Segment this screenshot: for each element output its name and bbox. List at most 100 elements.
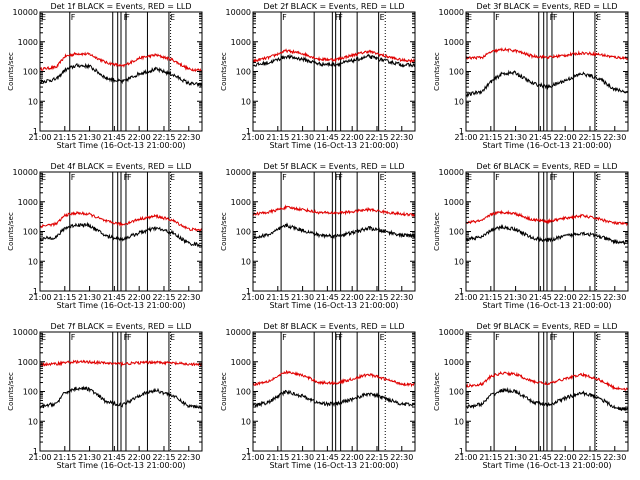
y-axis-label: Counts/sec <box>7 52 15 91</box>
x-tick-label: 21:30 <box>291 453 314 462</box>
x-tick-label: 22:30 <box>603 453 626 462</box>
marker-label: E <box>467 13 472 22</box>
x-tick-label: 21:30 <box>291 293 314 302</box>
marker-label: F <box>124 333 129 342</box>
lld-series-line <box>39 359 203 368</box>
y-tick-label: 100 <box>449 68 464 77</box>
marker-label: F <box>553 13 558 22</box>
y-tick-label: 1000 <box>18 198 38 207</box>
x-tick-label: 22:00 <box>128 133 151 142</box>
x-tick-label: 21:00 <box>241 453 264 462</box>
marker-label: F <box>71 13 76 22</box>
x-tick-label: 22:15 <box>152 293 175 302</box>
lld-series-line <box>465 47 629 61</box>
x-tick-label: 21:45 <box>529 293 552 302</box>
plot-frame <box>252 331 416 452</box>
x-tick-label: 22:30 <box>603 293 626 302</box>
y-tick-label: 1 <box>246 127 251 136</box>
y-tick-label: 10 <box>241 257 251 266</box>
y-tick-label: 10 <box>28 417 38 426</box>
marker-label: E <box>380 173 385 182</box>
marker-label: F <box>282 333 287 342</box>
marker-label: F <box>550 333 555 342</box>
y-axis-label: Counts/sec <box>433 52 441 91</box>
x-tick-label: 21:45 <box>316 133 339 142</box>
x-tick-label: 21:45 <box>316 293 339 302</box>
marker-label: E <box>170 333 175 342</box>
plot-frame <box>252 11 416 132</box>
marker-label: F <box>338 333 343 342</box>
y-tick-label: 10 <box>454 97 464 106</box>
marker-label: F <box>338 13 343 22</box>
marker-label: E <box>467 173 472 182</box>
y-tick-label: 100 <box>449 228 464 237</box>
panel-title: Det 9f BLACK = Events, RED = LLD <box>476 322 617 331</box>
x-tick-label: 22:30 <box>177 453 200 462</box>
x-axis-label: Start Time (16-Oct-13 21:00:00) <box>482 301 611 310</box>
x-tick-label: 21:00 <box>241 293 264 302</box>
marker-label: F <box>124 13 129 22</box>
y-tick-label: 1 <box>246 287 251 296</box>
x-tick-label: 22:15 <box>365 453 388 462</box>
x-tick-label: 21:45 <box>316 453 339 462</box>
lld-series-line <box>39 51 203 73</box>
y-axis-label: Counts/sec <box>7 212 15 251</box>
marker-label: F <box>553 173 558 182</box>
y-axis-label: Counts/sec <box>220 372 228 411</box>
lld-series-line <box>465 370 629 391</box>
y-tick-label: 100 <box>23 388 38 397</box>
x-tick-label: 21:15 <box>53 453 76 462</box>
y-tick-label: 10 <box>454 257 464 266</box>
y-tick-label: 1000 <box>231 198 251 207</box>
panel-title: Det 8f BLACK = Events, RED = LLD <box>263 322 404 331</box>
y-tick-label: 10000 <box>13 328 38 337</box>
y-tick-label: 1 <box>459 127 464 136</box>
panel-title: Det 7f BLACK = Events, RED = LLD <box>50 322 191 331</box>
x-tick-label: 21:15 <box>479 453 502 462</box>
x-tick-label: 22:00 <box>341 133 364 142</box>
events-series-line <box>39 221 203 248</box>
x-tick-label: 21:15 <box>53 133 76 142</box>
y-tick-label: 1000 <box>444 198 464 207</box>
x-axis-label: Start Time (16-Oct-13 21:00:00) <box>482 461 611 470</box>
marker-label: E <box>380 13 385 22</box>
x-tick-label: 21:30 <box>291 133 314 142</box>
x-tick-label: 21:15 <box>266 293 289 302</box>
panel-title: Det 2f BLACK = Events, RED = LLD <box>263 2 404 11</box>
x-tick-label: 22:30 <box>390 293 413 302</box>
events-series-line <box>252 53 416 68</box>
x-tick-label: 22:15 <box>365 133 388 142</box>
x-tick-label: 22:15 <box>578 133 601 142</box>
marker-label: F <box>495 333 500 342</box>
marker-label: F <box>125 13 130 22</box>
events-series-line <box>465 224 629 246</box>
events-series-line <box>466 69 629 98</box>
events-series-line <box>252 389 416 408</box>
panel-title: Det 4f BLACK = Events, RED = LLD <box>50 162 191 171</box>
marker-label: F <box>127 173 132 182</box>
y-tick-label: 1 <box>246 447 251 456</box>
x-tick-label: 21:00 <box>28 293 51 302</box>
marker-label: F <box>282 173 287 182</box>
x-tick-label: 21:30 <box>78 453 101 462</box>
marker-label: E <box>41 173 46 182</box>
y-tick-label: 10 <box>241 417 251 426</box>
x-tick-label: 22:00 <box>341 293 364 302</box>
marker-label: F <box>335 13 340 22</box>
x-tick-label: 22:30 <box>390 133 413 142</box>
panel-title: Det 5f BLACK = Events, RED = LLD <box>263 162 404 171</box>
x-tick-label: 21:30 <box>504 453 527 462</box>
marker-label: F <box>71 173 76 182</box>
y-tick-label: 1000 <box>18 358 38 367</box>
x-tick-label: 22:15 <box>578 293 601 302</box>
events-series-line <box>253 222 416 240</box>
y-tick-label: 10000 <box>439 328 464 337</box>
marker-label: E <box>467 333 472 342</box>
x-tick-label: 21:15 <box>53 293 76 302</box>
y-axis-label: Counts/sec <box>220 212 228 251</box>
x-tick-label: 21:00 <box>241 133 264 142</box>
y-tick-label: 100 <box>449 388 464 397</box>
